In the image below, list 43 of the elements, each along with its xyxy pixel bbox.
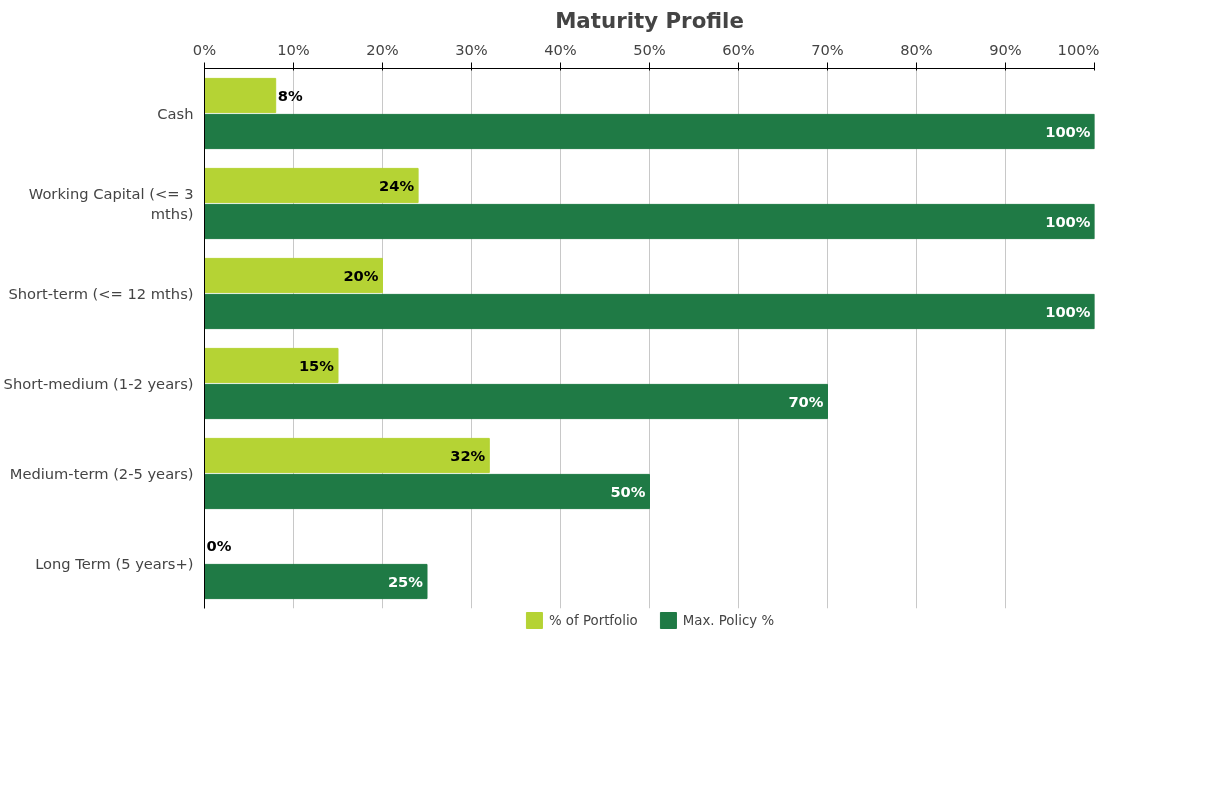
x-tick-label: 20% (366, 40, 399, 58)
bar (204, 77, 277, 114)
data-label: 70% (788, 393, 824, 410)
bar (204, 203, 1095, 240)
x-tick-label: 50% (633, 40, 666, 58)
legend-label: % of Portfolio (548, 612, 638, 628)
y-tick-label: Working Capital (<= 3 mths) (28, 184, 194, 223)
bar (204, 257, 383, 294)
y-tick-label: Cash (157, 105, 194, 122)
x-tick-label: 90% (989, 40, 1022, 58)
data-label: 32% (450, 447, 486, 464)
bar (204, 473, 650, 510)
x-tick-label: 10% (277, 40, 310, 58)
data-label: 100% (1045, 213, 1091, 230)
x-tick-label: 30% (455, 40, 488, 58)
y-tick-label: Medium-term (2-5 years) (9, 465, 194, 482)
data-label: 50% (610, 483, 646, 500)
y-tick-label: Short-medium (1-2 years) (3, 375, 194, 392)
x-tick-label: 40% (544, 40, 577, 58)
data-label: 24% (379, 177, 415, 194)
data-label: 15% (298, 357, 335, 374)
data-label: 100% (1045, 123, 1091, 140)
chart-title: Maturity Profile (555, 7, 744, 33)
data-label: 25% (387, 573, 424, 590)
bar (204, 347, 339, 384)
y-tick-label: Long Term (5 years+) (35, 555, 194, 572)
x-tick-label: 80% (900, 40, 933, 58)
bar (204, 113, 1095, 150)
data-label: 100% (1045, 303, 1091, 320)
data-label: 20% (343, 267, 379, 284)
x-tick-label: 0% (192, 40, 217, 58)
bar (204, 167, 419, 204)
y-tick-label: Short-term (<= 12 mths) (8, 285, 194, 302)
legend-label: Max. Policy % (682, 612, 775, 628)
x-tick-label: 60% (722, 40, 755, 58)
bar (204, 563, 428, 600)
x-tick-label: 70% (811, 40, 844, 58)
x-tick-label: 100% (1057, 40, 1100, 58)
data-label: 8% (277, 87, 303, 104)
bar (204, 437, 490, 474)
bar (204, 383, 828, 420)
bar (204, 293, 1095, 330)
data-label: 0% (206, 537, 232, 554)
